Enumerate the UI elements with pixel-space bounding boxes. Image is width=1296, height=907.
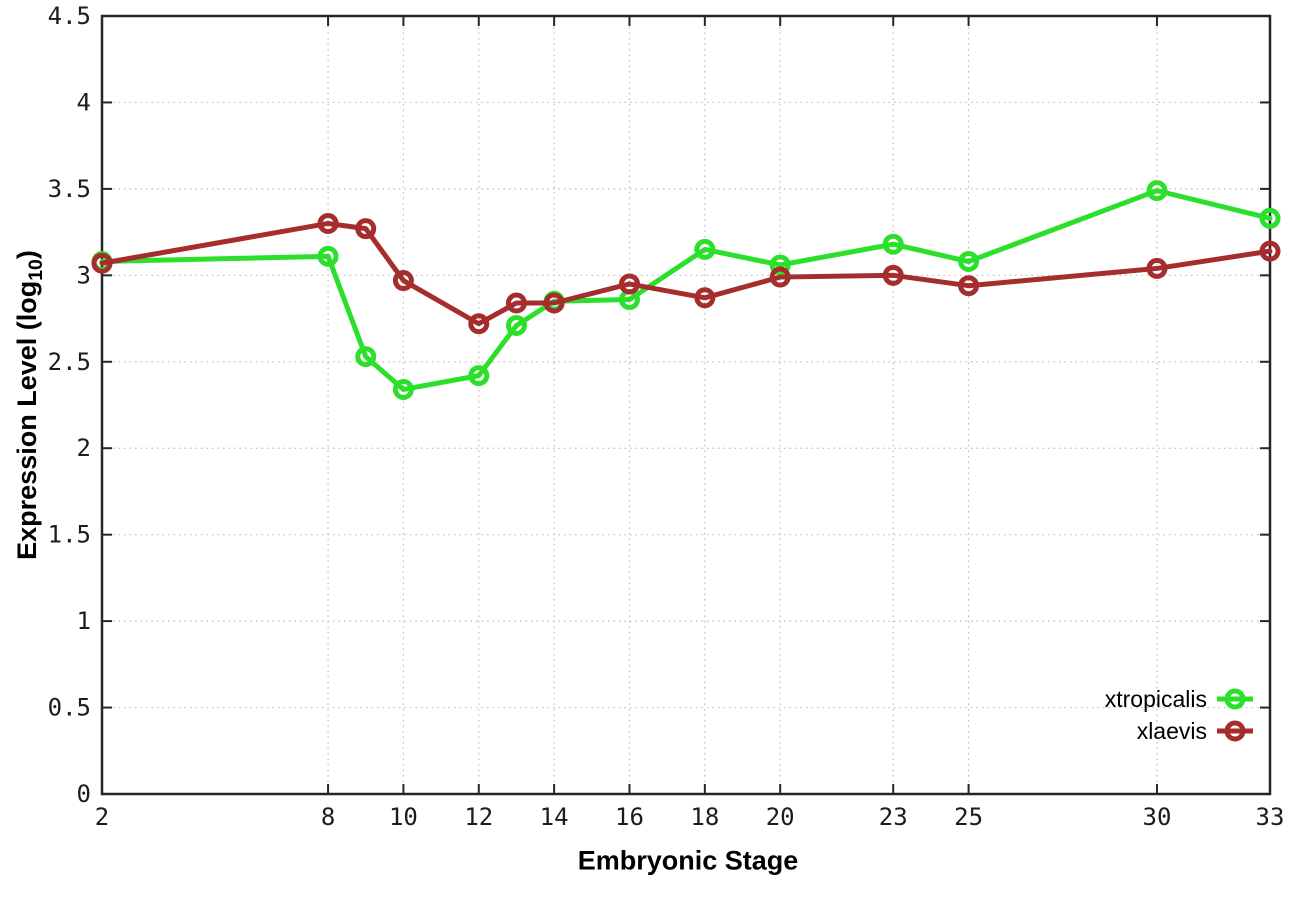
x-tick-label: 12 [464, 803, 493, 831]
y-tick-label: 0 [77, 780, 91, 808]
legend-label-xtropicalis: xtropicalis [1104, 685, 1207, 712]
y-axis-title-text: Expression Level (log [11, 280, 42, 560]
y-tick-label: 4 [77, 88, 91, 116]
x-tick-label: 18 [690, 803, 719, 831]
data-point-xlaevis [317, 212, 339, 234]
data-point-xlaevis [618, 273, 640, 295]
x-axis-title-text: Embryonic Stage [577, 845, 799, 876]
data-point-xlaevis [769, 266, 791, 288]
legend: xtropicalis xlaevis [1105, 684, 1254, 746]
data-point-xtropicalis [1146, 180, 1168, 202]
series-line-xtropicalis [99, 188, 1273, 392]
x-tick-label: 8 [321, 803, 335, 831]
legend-circle-icon [1224, 720, 1246, 742]
x-tick-label: 30 [1143, 803, 1172, 831]
data-point-xtropicalis [1259, 207, 1281, 229]
y-tick-label: 4.5 [48, 2, 91, 30]
data-point-xtropicalis [958, 251, 980, 273]
y-tick-label: 0.5 [48, 694, 91, 722]
legend-row-xtropicalis: xtropicalis [1105, 684, 1254, 714]
y-axis-title-suffix: ) [11, 250, 42, 260]
data-point-xtropicalis [392, 378, 414, 400]
data-point-xlaevis [958, 275, 980, 297]
x-tick-label: 23 [879, 803, 908, 831]
y-tick-label: 2.5 [48, 348, 91, 376]
data-point-xtropicalis [317, 245, 339, 267]
y-tick-label: 1 [77, 607, 91, 635]
data-point-xlaevis [694, 287, 716, 309]
y-tick-label: 2 [77, 434, 91, 462]
legend-circle-icon [1224, 688, 1246, 710]
legend-row-xlaevis: xlaevis [1105, 716, 1254, 746]
data-point-xlaevis [392, 270, 414, 292]
series-line-xlaevis [99, 220, 1273, 327]
data-point-xtropicalis [694, 238, 716, 260]
x-axis-title: Embryonic Stage [578, 846, 799, 877]
y-axis-title: Expression Level (log10) [12, 250, 48, 560]
data-point-xlaevis [468, 313, 490, 335]
x-tick-label: 33 [1256, 803, 1285, 831]
x-tick-label: 14 [540, 803, 569, 831]
x-tick-label: 2 [95, 803, 109, 831]
x-tick-label: 25 [954, 803, 983, 831]
data-point-xlaevis [1259, 240, 1281, 262]
x-tick-label: 20 [766, 803, 795, 831]
legend-marker-xlaevis [1217, 720, 1253, 742]
x-tick-label: 10 [389, 803, 418, 831]
data-point-xlaevis [355, 218, 377, 240]
data-point-xtropicalis [505, 314, 527, 336]
data-point-xtropicalis [769, 254, 791, 276]
y-tick-label: 1.5 [48, 521, 91, 549]
data-point-xlaevis [91, 252, 113, 274]
data-point-xlaevis [505, 292, 527, 314]
legend-label-xlaevis: xlaevis [1136, 717, 1207, 744]
legend-marker-xtropicalis [1217, 688, 1253, 710]
data-point-xtropicalis [355, 346, 377, 368]
y-tick-label: 3 [77, 261, 91, 289]
data-point-xlaevis [882, 264, 904, 286]
data-point-xtropicalis [468, 365, 490, 387]
y-axis-title-subscript: 10 [25, 259, 48, 281]
data-point-xlaevis [1146, 257, 1168, 279]
y-tick-label: 3.5 [48, 175, 91, 203]
plot-border [100, 14, 1272, 796]
data-point-xtropicalis [882, 233, 904, 255]
data-point-xlaevis [543, 292, 565, 314]
x-tick-label: 16 [615, 803, 644, 831]
